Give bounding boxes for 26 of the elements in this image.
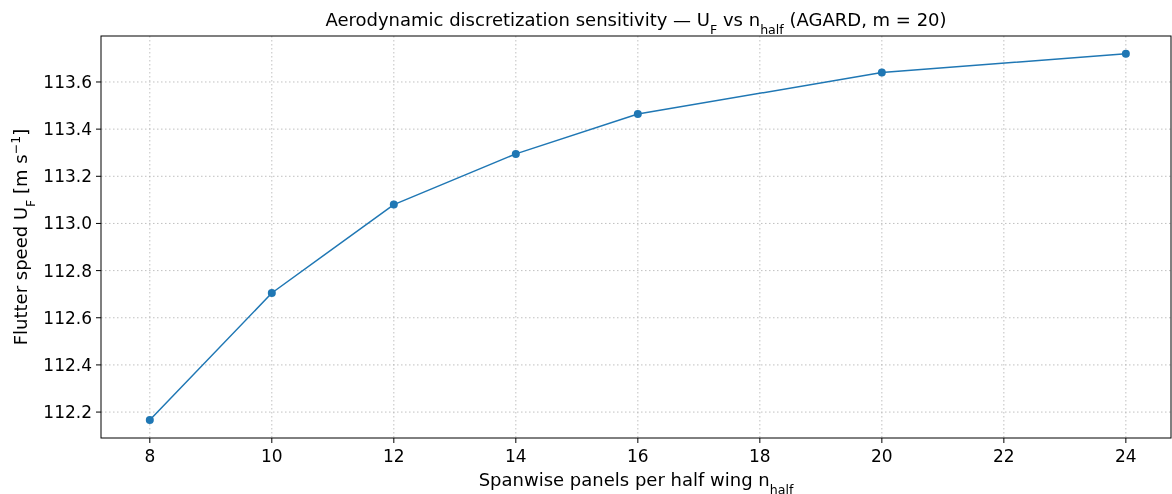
y-tick-label: 113.2 [43, 166, 92, 187]
point [877, 68, 886, 77]
point [145, 416, 154, 425]
y-tick-label: 112.8 [43, 260, 92, 281]
y-tick-label: 113.6 [43, 71, 92, 92]
point [1121, 49, 1130, 58]
x-axis-title: Spanwise panels per half wing n$_{half}$ [478, 469, 794, 494]
point [389, 200, 398, 209]
y-tick-label: 113.0 [43, 213, 92, 234]
x-tick-label: 8 [144, 446, 156, 466]
y-tick-label: 112.2 [43, 402, 92, 423]
x-tick-label: 18 [749, 446, 771, 466]
x-tick-label: 10 [260, 446, 283, 466]
x-tick-label: 16 [627, 446, 649, 466]
point [633, 110, 642, 119]
x-tick-label: 22 [993, 446, 1015, 466]
point [267, 289, 276, 297]
x-tick-label: 14 [505, 446, 527, 466]
point [511, 149, 520, 158]
y-tick-label: 113.4 [43, 119, 92, 140]
x-tick-label: 24 [1115, 446, 1137, 466]
chart-title: Aerodynamic discretization sensitivity — U$_{F}$ vs n$_{half}$ (AGARD, m = 20) [325, 9, 947, 37]
y-tick-label: 112.6 [43, 307, 92, 328]
x-tick-label: 20 [871, 446, 893, 466]
x-tick-label: 12 [383, 446, 405, 466]
y-tick-label: 112.4 [43, 354, 92, 375]
